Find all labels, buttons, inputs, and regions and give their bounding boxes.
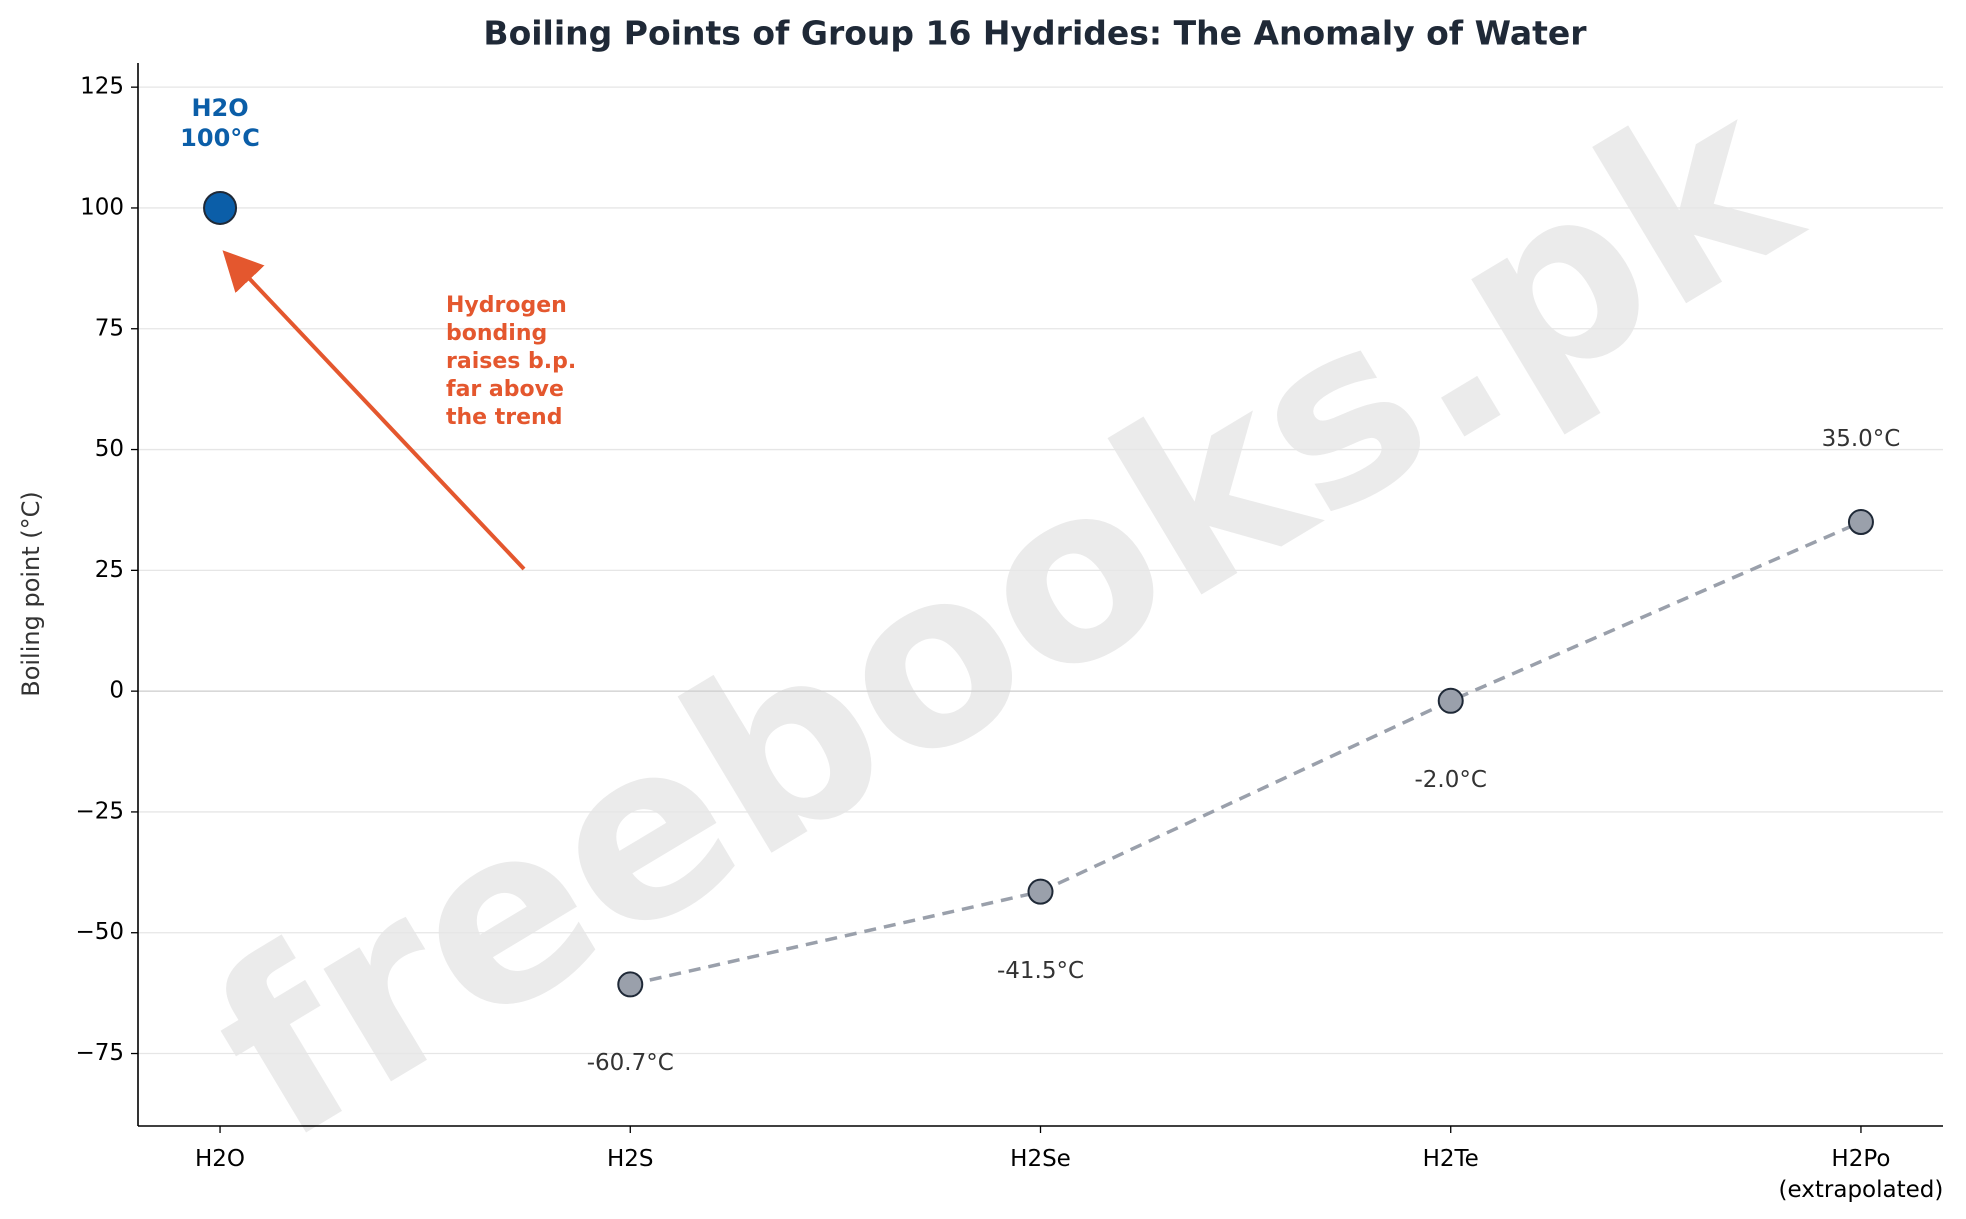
value-label: -41.5°C bbox=[996, 957, 1085, 984]
chart-title: Boiling Points of Group 16 Hydrides: The… bbox=[483, 14, 1587, 53]
y-tick-label: −25 bbox=[75, 798, 124, 824]
watermark: freebooks.pk bbox=[169, 37, 1839, 1194]
data-point bbox=[1027, 878, 1054, 905]
annotation-arrow bbox=[222, 250, 526, 571]
y-tick-label: 0 bbox=[109, 678, 124, 704]
y-tick-label: 100 bbox=[80, 194, 124, 220]
highlight-name: H2O bbox=[191, 93, 249, 122]
y-tick-label: 75 bbox=[95, 315, 124, 341]
value-label: 100°C bbox=[180, 123, 260, 152]
y-tick-label: −75 bbox=[75, 1040, 124, 1066]
value-label: -2.0°C bbox=[1414, 766, 1487, 793]
y-axis-label: Boiling point (°C) bbox=[17, 491, 45, 697]
x-tick-label: H2O bbox=[195, 1146, 246, 1172]
data-point bbox=[617, 971, 644, 998]
x-tick-label: H2Po (extrapolated) bbox=[1778, 1146, 1944, 1203]
y-tick-label: 50 bbox=[95, 436, 124, 462]
series-line bbox=[629, 520, 1862, 987]
data-point bbox=[1437, 687, 1464, 714]
data-point bbox=[1847, 509, 1874, 536]
x-tick-label: H2Te bbox=[1422, 1146, 1479, 1172]
y-tick-label: −50 bbox=[75, 919, 124, 945]
annotation: Hydrogen bonding raises b.p. far above t… bbox=[446, 293, 577, 430]
value-label: -60.7°C bbox=[586, 1050, 674, 1077]
y-tick-label: 125 bbox=[80, 74, 124, 100]
value-label: 35.0°C bbox=[1821, 426, 1901, 453]
x-tick-label: H2S bbox=[607, 1146, 654, 1172]
x-tick-label: H2Se bbox=[1010, 1146, 1071, 1172]
y-tick-label: 25 bbox=[95, 557, 124, 583]
data-point bbox=[203, 190, 238, 225]
